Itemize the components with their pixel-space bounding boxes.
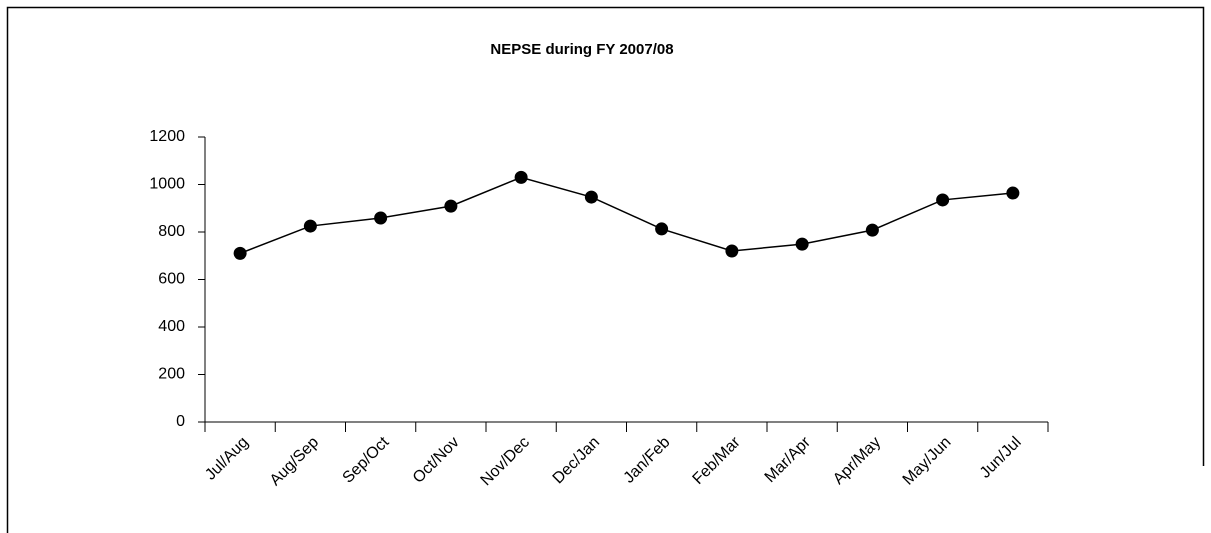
line (239, 176, 1013, 255)
x-tick-label: Feb/Mar (690, 433, 745, 488)
chart-title: NEPSE during FY 2007/08 (490, 41, 673, 58)
y-tick-label: 200 (158, 366, 185, 383)
y-tick-label: 600 (158, 271, 185, 288)
x-tick-label: Jul/Aug (202, 434, 252, 484)
point (233, 246, 247, 260)
point (584, 190, 598, 204)
point (936, 193, 950, 207)
frame (6, 6, 1205, 533)
point (655, 222, 669, 236)
point (865, 223, 879, 237)
point (725, 244, 739, 258)
y-tick-label: 0 (176, 413, 185, 430)
point (795, 237, 809, 251)
x-tick-label: Jan/Feb (621, 434, 674, 487)
x-tick-label: Jun/Jul (977, 434, 1025, 482)
x-tick-label: Mar/Apr (762, 433, 815, 486)
y-tick-label: 800 (158, 223, 185, 240)
x-tick-label: Sep/Oct (340, 433, 393, 486)
x-tick-label: Apr/May (830, 434, 884, 488)
x-tick-label: May/Jun (900, 434, 955, 489)
y-tick-label: 400 (158, 318, 185, 335)
x-tick-label: Dec/Jan (550, 434, 604, 488)
x-tick-label: Aug/Sep (267, 434, 323, 490)
y-tick-label: 1200 (149, 128, 185, 145)
y-tick-label: 1000 (149, 176, 185, 193)
x-tick-label: Nov/Dec (478, 434, 533, 489)
point (1006, 186, 1020, 200)
point (514, 170, 528, 184)
point (374, 211, 388, 225)
point (444, 199, 458, 213)
point (303, 219, 317, 233)
x-tick-label: Oct/Nov (410, 434, 463, 487)
